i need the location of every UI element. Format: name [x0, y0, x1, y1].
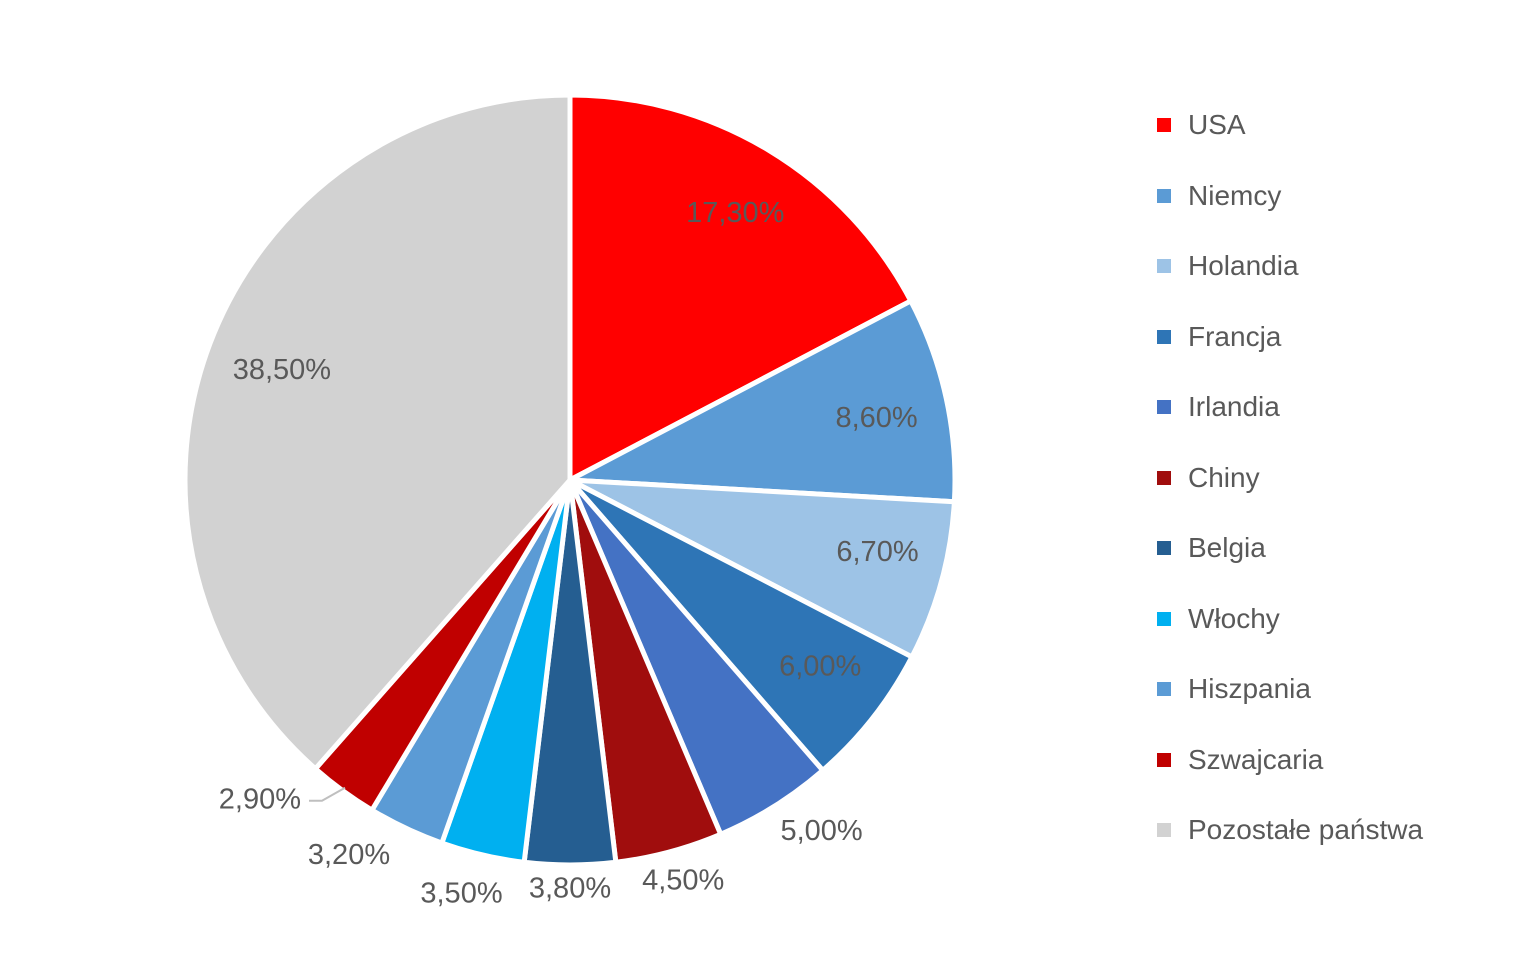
legend-item-belgia: Belgia [1157, 531, 1423, 565]
legend-item-holandia: Holandia [1157, 249, 1423, 283]
pie-slice-niemcy [567, 298, 958, 505]
pie-label-chiny: 4,50% [642, 864, 724, 896]
legend-swatch-chiny [1157, 470, 1171, 485]
pie-label-francja: 6,00% [779, 650, 861, 682]
pie-label-usa: 17,30% [686, 197, 784, 229]
legend-swatch-usa [1157, 118, 1171, 132]
legend-swatch-wlochy [1157, 611, 1171, 626]
pie-slice-usa [567, 92, 914, 483]
legend-label-irlandia: Irlandia [1188, 391, 1280, 422]
pie-label-pozostale-panstwa: 38,50% [233, 354, 331, 386]
legend-label-pozostale-panstwa: Pozostałe państwa [1188, 814, 1424, 845]
legend-item-niemcy: Niemcy [1157, 179, 1423, 213]
legend-item-irlandia: Irlandia [1157, 390, 1423, 424]
legend-swatch-belgia [1157, 541, 1171, 555]
legend-label-hiszpania: Hiszpania [1188, 673, 1311, 704]
legend-item-pozostale-panstwa: Pozostałe państwa [1157, 813, 1423, 847]
legend-item-chiny: Chiny [1157, 461, 1423, 495]
legend-swatch-pozostale-panstwa [1157, 823, 1171, 837]
legend-swatch-irlandia [1157, 400, 1171, 414]
legend-swatch-szwajcaria [1157, 752, 1171, 767]
legend-swatch-niemcy [1157, 188, 1171, 203]
legend-label-chiny: Chiny [1188, 461, 1260, 493]
chart-legend: USA Niemcy Holandia Francja Irlandia Chiny Bel… [1157, 108, 1423, 884]
pie-label-wlochy: 3,50% [420, 878, 502, 910]
legend-label-wlochy: Włochy [1188, 602, 1280, 634]
pie-label-belgia: 3,80% [529, 872, 611, 904]
leader-line-szwajcaria [309, 786, 346, 802]
legend-item-szwajcaria: Szwajcaria [1157, 743, 1423, 777]
legend-label-usa: USA [1188, 109, 1246, 140]
pie-label-holandia: 6,70% [836, 536, 918, 568]
pie-slice-holandia [567, 477, 957, 660]
legend-item-usa: USA [1157, 108, 1423, 142]
legend-swatch-holandia [1157, 259, 1171, 273]
legend-label-szwajcaria: Szwajcaria [1188, 743, 1324, 775]
pie-label-hiszpania: 3,20% [308, 839, 390, 871]
legend-label-belgia: Belgia [1188, 532, 1266, 563]
legend-item-hiszpania: Hiszpania [1157, 672, 1423, 706]
legend-item-wlochy: Włochy [1157, 602, 1423, 636]
legend-label-niemcy: Niemcy [1188, 179, 1282, 211]
pie-label-irlandia: 5,00% [780, 815, 862, 847]
legend-swatch-francja [1157, 329, 1171, 344]
legend-label-holandia: Holandia [1188, 250, 1299, 281]
pie-slice-francja [567, 477, 915, 773]
legend-swatch-hiszpania [1157, 682, 1171, 696]
pie-label-szwajcaria: 2,90% [219, 783, 301, 815]
pie-slice-pozostale-panstwa [182, 92, 573, 772]
legend-item-francja: Francja [1157, 320, 1423, 354]
pie-label-niemcy: 8,60% [835, 402, 917, 434]
legend-label-francja: Francja [1188, 320, 1282, 352]
